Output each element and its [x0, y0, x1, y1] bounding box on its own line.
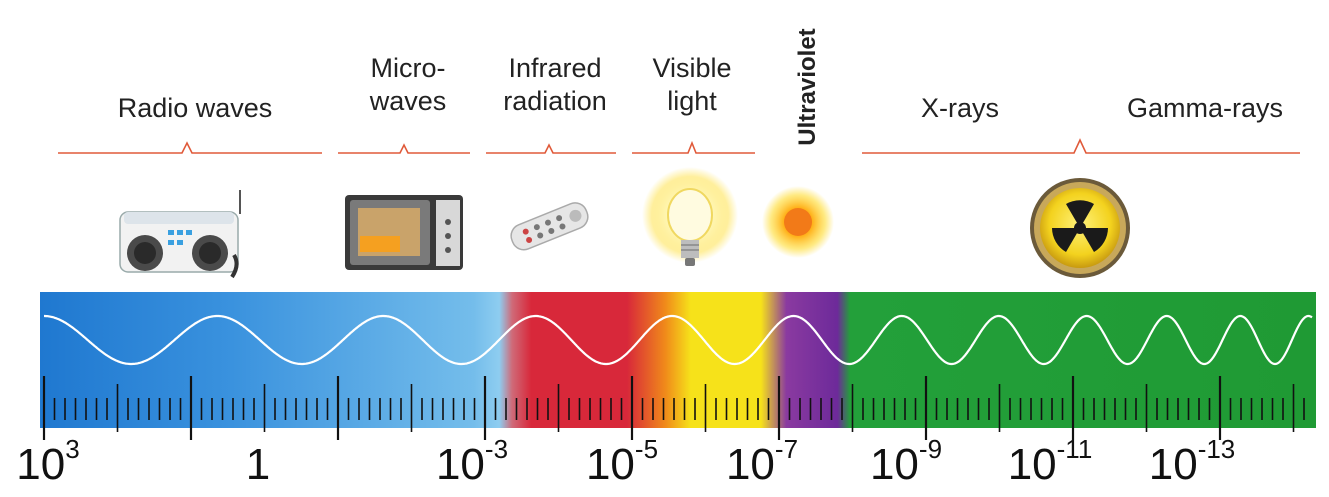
sun-icon — [762, 186, 834, 258]
wavelength-wave — [44, 314, 1313, 366]
radio-icon — [119, 190, 241, 279]
axis-label-1e3: 103 — [16, 434, 80, 489]
axis-label-1e-13: 10-13 — [1148, 434, 1236, 489]
band-label-microwaves: Micro-waves — [369, 53, 447, 116]
bracket-micro — [338, 143, 470, 154]
bracket-radio — [58, 141, 322, 154]
band-label-visible: Visible light — [652, 53, 732, 116]
axis-label-1e-3: 10-3 — [435, 434, 509, 489]
bracket-visible — [632, 140, 755, 154]
axis-label-1: 1 — [245, 440, 271, 489]
axis-label-1e-9: 10-9 — [869, 434, 943, 489]
bracket-infrared — [486, 143, 616, 154]
band-label-radio: Radio waves — [117, 93, 273, 123]
axis-label-1e-5: 10-5 — [585, 434, 659, 489]
axis-ticks — [42, 376, 1305, 440]
band-label-gamma: Gamma-rays — [1126, 93, 1283, 123]
remote-control-icon — [510, 202, 589, 251]
band-label-xrays: X-rays — [920, 93, 999, 123]
radiation-symbol-icon — [1030, 178, 1130, 278]
axis-label-1e-11: 10-11 — [1007, 434, 1093, 489]
light-bulb-icon — [642, 167, 738, 266]
spectrum-band — [40, 292, 1316, 428]
axis-label-1e-7: 10-7 — [725, 434, 799, 489]
band-label-infrared: Infrared radiation — [503, 53, 607, 116]
bracket-xray-gamma — [862, 138, 1300, 154]
microwave-oven-icon — [345, 195, 463, 270]
band-brackets — [58, 138, 1300, 154]
